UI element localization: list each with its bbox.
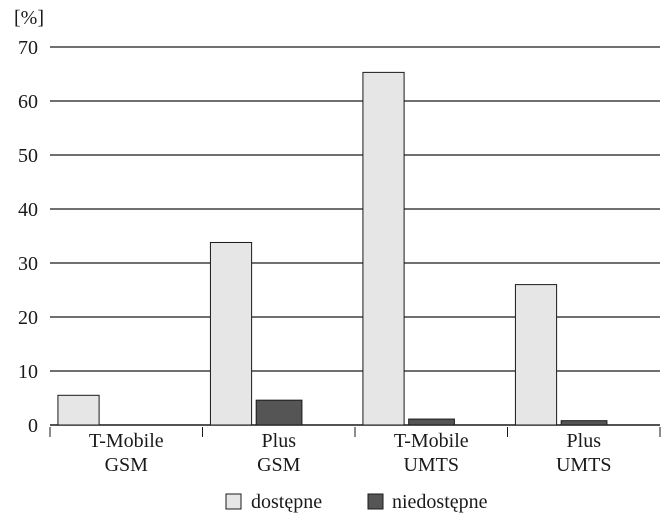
- y-tick-label: 70: [18, 37, 38, 59]
- bar-dostepne: [209, 241, 253, 426]
- x-tick-label: UMTS: [403, 454, 459, 476]
- y-tick-label: 10: [18, 361, 38, 383]
- bar-dostepne: [514, 284, 558, 426]
- x-tick-label: T-Mobile: [89, 430, 164, 452]
- bar-niedostepne: [408, 418, 455, 426]
- x-tick-label: T-Mobile: [394, 430, 469, 452]
- legend-label: niedostępne: [392, 491, 488, 513]
- legend-swatch: [367, 493, 384, 510]
- x-tick-label: GSM: [257, 454, 301, 476]
- legend: dostępne niedostępne: [225, 491, 488, 513]
- gridlines: [50, 46, 660, 426]
- y-axis-label: [%]: [14, 7, 44, 29]
- y-axis-ticks: 0 10 20 30 40 50 60 70: [18, 37, 38, 437]
- y-tick-label: 50: [18, 145, 38, 167]
- bars: [57, 71, 608, 426]
- y-tick-label: 20: [18, 307, 38, 329]
- bar-dostepne: [57, 394, 100, 426]
- x-tick-label: GSM: [105, 454, 149, 476]
- y-tick-label: 40: [18, 199, 38, 221]
- x-tick-label: Plus: [262, 430, 297, 452]
- bar-dostepne: [362, 71, 405, 426]
- bar-niedostepne: [560, 420, 608, 426]
- x-tick-label: Plus: [567, 430, 602, 452]
- y-tick-label: 0: [28, 415, 38, 437]
- legend-swatch: [225, 493, 242, 510]
- bar-niedostepne: [255, 399, 303, 426]
- y-tick-label: 30: [18, 253, 38, 275]
- y-tick-label: 60: [18, 91, 38, 113]
- x-tick-label: UMTS: [556, 454, 612, 476]
- legend-label: dostępne: [251, 491, 322, 513]
